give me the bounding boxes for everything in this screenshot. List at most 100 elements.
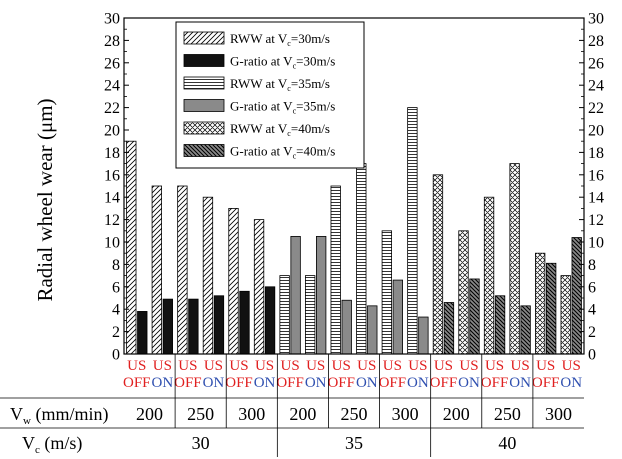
y2-tick-label: 20 [588,123,604,140]
bar-rww [483,196,495,355]
y2-tick-label: 22 [588,100,604,117]
y2-tick-label: 18 [588,145,604,162]
us-label: US [281,358,300,374]
category-table: USOFFUSONUSOFFUSONUSOFFUSONUSOFFUSONUSOF… [0,354,584,457]
bar-rww [330,185,341,355]
bar-gratio [341,299,352,355]
us-off-label: OFF [379,375,407,391]
us-label: US [332,358,351,374]
us-on-label: ON [407,375,429,391]
us-on-label: ON [254,375,276,391]
legend-label: G-ratio at Vc=30m/s [230,54,335,71]
us-label: US [127,358,146,374]
us-label: US [357,358,376,374]
y-tick-label: 24 [104,78,120,95]
us-on-label: ON [509,375,531,391]
us-label: US [408,358,427,374]
us-on-label: ON [458,375,480,391]
us-on-label: ON [151,375,173,391]
legend-swatch [183,99,225,112]
y2-tick-label: 8 [588,257,596,274]
y-tick-label: 26 [104,55,120,72]
bar-rww [151,185,162,355]
vw-value: 200 [136,404,163,424]
y-tick-label: 16 [104,167,120,184]
legend: RWW at Vc=30m/s G-ratio at Vc=30m/s RWW at… [175,21,365,169]
us-off-label: OFF [123,375,151,391]
vw-value: 250 [494,404,521,424]
bar-group [126,107,582,355]
us-on-label: ON [356,375,378,391]
y2-tick-label: 10 [588,235,604,252]
us-on-label: ON [305,375,327,391]
vw-value: 250 [187,404,214,424]
vw-value: 200 [289,404,316,424]
y2-tick-label: 0 [588,347,596,364]
us-label: US [204,358,223,374]
y2-tick-label: 12 [588,212,604,229]
vw-value: 300 [238,404,265,424]
vw-value: 200 [443,404,470,424]
us-label: US [485,358,504,374]
legend-swatch [183,31,225,45]
y-tick-label: 12 [104,212,120,229]
y-tick-label: 22 [104,100,120,117]
legend-label: G-ratio at Vc=35m/s [230,99,335,116]
y2-tick-label: 28 [588,33,604,50]
us-label: US [383,358,402,374]
bar-gratio [290,235,301,355]
y-tick-label: 8 [112,257,120,274]
us-on-label: ON [203,375,225,391]
y-tick-label: 14 [104,190,120,207]
us-label: US [536,358,555,374]
legend-label: RWW at Vc=35m/s [230,76,330,93]
legend-label: G-ratio at Vc=40m/s [230,144,335,161]
legend-label: RWW at Vc=40m/s [230,121,330,138]
bar-gratio [469,278,480,355]
vw-value: 300 [392,404,419,424]
us-on-label: ON [560,375,582,391]
vc-value: 35 [345,433,363,453]
legend-swatch [183,144,225,157]
bar-gratio [494,295,506,355]
us-off-label: OFF [276,375,304,391]
us-label: US [459,358,478,374]
y2-tick-label: 16 [588,167,604,184]
y2-tick-label: 26 [588,55,604,72]
legend-swatch [183,121,225,135]
bar-rww [509,163,520,355]
vw-row-label: Vw (mm/min) [10,404,108,427]
bar-rww [305,275,316,355]
bar-rww [356,163,367,355]
bar-rww [177,185,188,355]
us-off-label: OFF [430,375,458,391]
bar-gratio [418,316,429,355]
bar-gratio [213,295,225,355]
us-off-label: OFF [481,375,509,391]
legend-swatch [183,54,225,67]
us-off-label: OFF [532,375,560,391]
us-off-label: OFF [327,375,355,391]
vc-value: 30 [192,433,210,453]
y-tick-label: 2 [112,324,120,341]
us-label: US [562,358,581,374]
us-label: US [255,358,274,374]
us-off-label: OFF [174,375,202,391]
legend-swatch [183,76,225,90]
y-tick-label: 28 [104,33,120,50]
bar-gratio [392,279,403,355]
us-label: US [153,358,172,374]
bar-gratio [546,262,557,355]
bar-rww [560,275,571,355]
y2-tick-label: 14 [588,190,604,207]
vw-value: 300 [545,404,572,424]
bar-gratio [137,311,148,355]
bar-rww [253,219,265,355]
bar-gratio [367,305,378,355]
bar-gratio [188,298,199,355]
bar-gratio [520,305,531,355]
axes: 0246810121416182022242628300246810121416… [104,11,604,364]
us-label: US [306,358,325,374]
y-tick-label: 18 [104,145,120,162]
